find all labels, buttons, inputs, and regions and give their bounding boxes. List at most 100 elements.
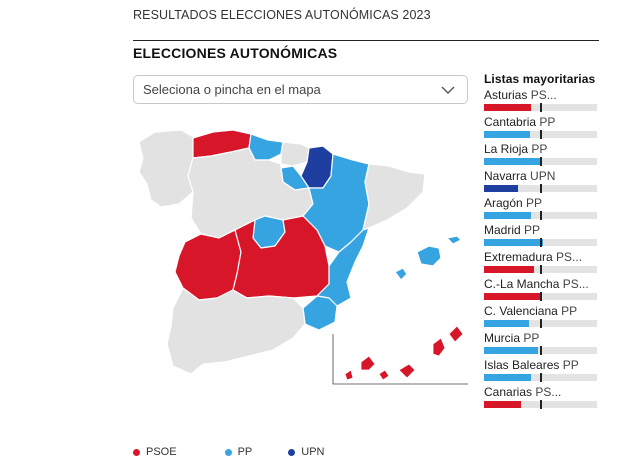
vote-share-fill bbox=[484, 320, 530, 327]
canarias-inset-frame bbox=[332, 334, 468, 385]
party-name: PP bbox=[561, 304, 578, 318]
majority-row-label: Aragón PP bbox=[484, 196, 598, 211]
majority-marker bbox=[540, 400, 542, 409]
region-canarias-2[interactable] bbox=[360, 355, 376, 371]
majority-row[interactable]: Aragón PP bbox=[484, 196, 604, 223]
majority-row[interactable]: La Rioja PP bbox=[484, 142, 604, 169]
majority-row[interactable]: Asturias PS... bbox=[484, 88, 604, 115]
vote-share-fill bbox=[484, 104, 532, 111]
divider bbox=[133, 40, 599, 41]
region-galicia[interactable] bbox=[138, 129, 196, 208]
party-name: PP bbox=[562, 358, 579, 372]
region-canarias-4[interactable] bbox=[398, 363, 416, 379]
vote-share-fill bbox=[484, 185, 518, 192]
vote-share-bar bbox=[484, 184, 597, 193]
region-canarias-6[interactable] bbox=[448, 325, 464, 343]
majority-row-label: Islas Baleares PP bbox=[484, 358, 598, 373]
vote-share-bar bbox=[484, 346, 597, 355]
party-name: UPN bbox=[530, 169, 556, 183]
page-kicker: RESULTADOS ELECCIONES AUTONÓMICAS 2023 bbox=[133, 8, 431, 22]
region-select-placeholder: Seleciona o pincha en el mapa bbox=[143, 82, 321, 97]
vote-share-bar bbox=[484, 157, 597, 166]
majority-marker bbox=[540, 238, 542, 247]
party-name: PS... bbox=[562, 277, 589, 291]
vote-share-bar bbox=[484, 238, 597, 247]
legend-label: PSOE bbox=[146, 446, 177, 458]
majority-marker bbox=[540, 292, 542, 301]
region-name: Islas Baleares bbox=[484, 358, 560, 372]
vote-share-fill bbox=[484, 401, 522, 408]
legend-dot-psoe bbox=[133, 448, 140, 456]
vote-share-fill bbox=[484, 347, 539, 354]
legend-dot-pp bbox=[224, 448, 232, 456]
vote-share-fill bbox=[484, 158, 541, 165]
majority-row-label: Extremadura PS... bbox=[484, 250, 598, 265]
majority-row[interactable]: Madrid PP bbox=[484, 223, 604, 250]
majority-marker bbox=[540, 265, 542, 274]
vote-share-fill bbox=[484, 266, 534, 273]
majority-row-label: C.-La Mancha PS... bbox=[484, 277, 598, 292]
region-valenciana[interactable] bbox=[316, 227, 370, 307]
majority-marker bbox=[540, 319, 542, 328]
majority-row-label: Madrid PP bbox=[484, 223, 598, 238]
majority-row-label: Canarias PS... bbox=[484, 385, 598, 400]
majority-row[interactable]: Islas Baleares PP bbox=[484, 358, 604, 385]
majority-row-label: Cantabria PP bbox=[484, 115, 598, 130]
majority-marker bbox=[540, 211, 542, 220]
majority-marker bbox=[540, 130, 542, 139]
majority-row-label: Murcia PP bbox=[484, 331, 598, 346]
vote-share-bar bbox=[484, 130, 597, 139]
majority-row[interactable]: Navarra UPN bbox=[484, 169, 604, 196]
majority-row[interactable]: C.-La Mancha PS... bbox=[484, 277, 604, 304]
vote-share-bar bbox=[484, 373, 597, 382]
vote-share-bar bbox=[484, 211, 597, 220]
majority-marker bbox=[540, 103, 542, 112]
party-name: PS... bbox=[556, 250, 583, 264]
majority-row[interactable]: Cantabria PP bbox=[484, 115, 604, 142]
majority-row[interactable]: Murcia PP bbox=[484, 331, 604, 358]
region-andalucia[interactable] bbox=[166, 287, 306, 375]
party-name: PP bbox=[524, 223, 541, 237]
region-cantabria[interactable] bbox=[248, 133, 284, 161]
party-name: PP bbox=[539, 115, 556, 129]
vote-share-bar bbox=[484, 319, 597, 328]
legend-dot-upn bbox=[288, 448, 296, 456]
region-canarias-3[interactable] bbox=[378, 369, 390, 381]
page-title: ELECCIONES AUTONÓMICAS bbox=[133, 45, 338, 61]
region-baleares[interactable] bbox=[416, 245, 442, 267]
party-name: PP bbox=[523, 331, 540, 345]
majority-row[interactable]: C. Valenciana PP bbox=[484, 304, 604, 331]
region-baleares-menorca[interactable] bbox=[446, 235, 462, 245]
majority-row[interactable]: Canarias PS... bbox=[484, 385, 604, 412]
region-baleares-ibiza[interactable] bbox=[394, 267, 408, 281]
party-name: PP bbox=[526, 196, 543, 210]
vote-share-bar bbox=[484, 265, 597, 274]
region-canarias-5[interactable] bbox=[432, 337, 446, 357]
region-pais-vasco[interactable] bbox=[280, 141, 310, 167]
majority-marker bbox=[540, 373, 542, 382]
legend-item-pp: PP bbox=[224, 446, 252, 458]
majority-row[interactable]: Extremadura PS... bbox=[484, 250, 604, 277]
majority-lists-panel: Listas mayoritarias Asturias PS... Cantab… bbox=[484, 72, 604, 412]
region-canarias-1[interactable] bbox=[344, 369, 354, 381]
vote-share-fill bbox=[484, 131, 531, 138]
legend-item-psoe: PSOE bbox=[133, 446, 177, 458]
region-name: La Rioja bbox=[484, 142, 529, 156]
vote-share-fill bbox=[484, 293, 541, 300]
region-name: C.-La Mancha bbox=[484, 277, 560, 291]
vote-share-fill bbox=[484, 212, 532, 219]
vote-share-fill bbox=[484, 374, 532, 381]
region-murcia[interactable] bbox=[302, 295, 338, 331]
majority-marker bbox=[540, 157, 542, 166]
vote-share-bar bbox=[484, 292, 597, 301]
chevron-down-icon bbox=[441, 86, 455, 94]
majority-row-label: Asturias PS... bbox=[484, 88, 598, 103]
region-select[interactable]: Seleciona o pincha en el mapa bbox=[133, 75, 468, 104]
region-name: Asturias bbox=[484, 88, 528, 102]
vote-share-bar bbox=[484, 400, 597, 409]
majority-marker bbox=[540, 346, 542, 355]
majority-row-label: C. Valenciana PP bbox=[484, 304, 598, 319]
majority-row-label: Navarra UPN bbox=[484, 169, 598, 184]
region-cataluna[interactable] bbox=[362, 163, 426, 231]
spain-map[interactable] bbox=[133, 112, 468, 397]
